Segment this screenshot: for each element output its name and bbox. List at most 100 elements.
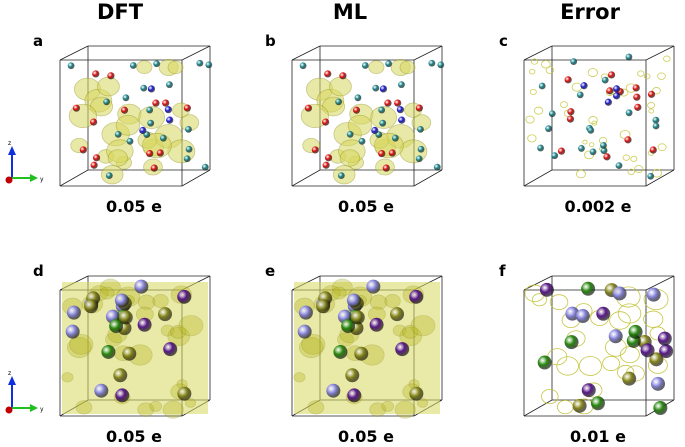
atom-teal	[548, 110, 556, 118]
error-isosurface-fragment	[588, 116, 598, 125]
atom-red	[382, 164, 390, 172]
panel-d-dft-density	[59, 275, 211, 419]
atom-olive	[390, 307, 405, 322]
atom-red	[92, 154, 101, 162]
atom-red	[564, 76, 572, 84]
atom-teal	[600, 141, 607, 149]
error-isosurface-shell	[531, 293, 548, 307]
atom-red	[92, 70, 100, 78]
atom-purple	[395, 342, 410, 357]
atom-lavender	[608, 329, 623, 344]
error-isosurface-fragment	[630, 155, 638, 162]
isosurface-patch	[328, 76, 352, 97]
atom-red	[566, 115, 575, 123]
panel-f-error-density	[523, 275, 675, 417]
atom-purple	[347, 388, 362, 403]
atom-blue	[398, 116, 406, 124]
error-isosurface-fragment	[622, 154, 630, 161]
atom-lavender	[565, 306, 580, 321]
atom-teal	[201, 163, 209, 171]
cell-edge	[523, 169, 553, 187]
atom-teal	[570, 58, 578, 66]
atom-blue	[139, 126, 147, 135]
y-axis-arrowhead	[30, 404, 38, 412]
atom-red	[384, 99, 392, 107]
atom-teal	[437, 61, 445, 69]
atom-red	[633, 93, 641, 101]
atom-olive	[84, 299, 99, 314]
atom-teal	[537, 144, 544, 152]
atom-teal	[337, 172, 345, 180]
isosurface-patch	[167, 60, 184, 75]
atom-red	[107, 72, 115, 80]
atom-green	[628, 324, 643, 339]
atom-blue	[396, 106, 405, 114]
error-isosurface-fragment	[663, 55, 671, 62]
atom-red	[322, 161, 330, 169]
isovalue-label-a: 0.05 e	[106, 197, 162, 216]
isosurface-patch	[138, 106, 166, 129]
isosurface-patch	[368, 60, 385, 75]
atom-lavender	[297, 324, 312, 339]
atom-red	[607, 71, 616, 79]
isosurface-lobe	[402, 324, 419, 339]
atom-teal	[67, 62, 75, 70]
isosurface-lobe	[301, 334, 326, 355]
error-isosurface-fragment	[657, 72, 666, 80]
error-isosurface-shell	[578, 356, 602, 376]
atom-red	[324, 70, 332, 78]
isosurface-patch	[96, 76, 120, 97]
atom-red	[162, 99, 170, 107]
y-axis-arrowhead	[30, 174, 38, 182]
atom-teal	[372, 84, 380, 92]
atom-lavender	[575, 309, 590, 324]
isosurface-lobe	[331, 286, 347, 300]
isosurface-lobe	[416, 398, 429, 408]
atom-teal	[545, 125, 553, 133]
atom-blue	[164, 106, 173, 114]
error-isosurface-fragment	[587, 68, 598, 77]
atom-olive	[350, 310, 365, 325]
isovalue-label-c: 0.002 e	[564, 197, 632, 216]
cell-edge	[59, 169, 89, 187]
isosurface-lobe	[394, 400, 416, 419]
atom-red	[557, 147, 566, 155]
cell-edge	[523, 399, 553, 417]
atom-red	[567, 108, 575, 116]
atom-teal	[196, 59, 204, 67]
atom-teal	[625, 53, 633, 61]
isovalue-label-f: 0.01 e	[570, 427, 626, 446]
error-isosurface-fragment	[571, 82, 583, 92]
panel-letter-d: d	[33, 262, 44, 280]
z-axis-label: z	[8, 370, 11, 377]
atom-teal	[391, 134, 399, 142]
isosurface-patch	[399, 60, 416, 75]
atom-purple	[640, 343, 655, 358]
atom-teal	[126, 137, 134, 145]
atom-lavender	[114, 293, 129, 308]
z-axis-arrowhead	[8, 376, 16, 385]
atom-teal	[205, 61, 213, 69]
atom-purple	[539, 282, 554, 297]
molecular-structure	[299, 58, 445, 185]
isosurface-lobe	[399, 326, 422, 347]
panel-letter-f: f	[499, 262, 506, 280]
atom-teal	[378, 106, 386, 114]
z-axis-arrowhead	[8, 146, 16, 155]
panel-e-ml-density	[291, 275, 443, 419]
x-axis-origin	[5, 406, 13, 414]
error-isosurface-fragment	[634, 165, 644, 174]
atom-teal	[346, 131, 354, 138]
atom-red	[415, 104, 423, 112]
error-isosurface-fragment	[541, 60, 551, 69]
error-isosurface-fragment	[545, 66, 555, 74]
error-isosurface-shell	[643, 310, 664, 328]
atom-olive	[622, 371, 637, 386]
isosurface-lobe	[69, 334, 94, 355]
atom-olive	[122, 346, 137, 361]
atom-lavender	[366, 279, 381, 294]
error-isosurface-fragment	[525, 115, 535, 124]
atom-teal	[147, 119, 155, 127]
atom-teal	[379, 119, 387, 127]
atom-red	[150, 164, 158, 172]
